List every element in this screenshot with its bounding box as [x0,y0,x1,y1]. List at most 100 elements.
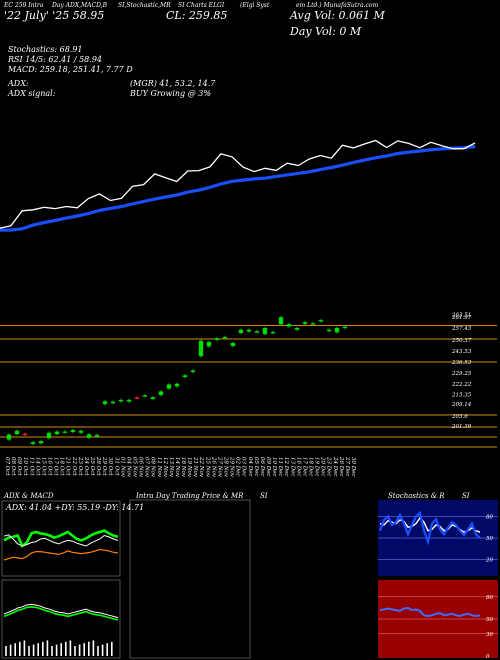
candle-body [262,328,268,335]
avg-volume: Avg Vol: 0.061 M [290,9,385,22]
adx-signal-label: ADX signal: [8,89,56,98]
date-label: 22 Nov [198,456,204,478]
date-label: 17 Oct [53,457,59,476]
date-label: 30 Oct [107,457,113,476]
date-label: 18 Dec [308,457,314,477]
stoch-tick-label: 20 [485,558,493,564]
date-label: 06 Nov [138,457,144,478]
candle-body [270,331,276,334]
price-tick-label: 203.6 [451,414,468,420]
close-label: CL: 259.85 [166,9,228,22]
candle-body [254,331,260,333]
candle-body [22,433,28,436]
date-label: 11 Dec [277,457,283,477]
date-label: 10 Oct [22,457,28,476]
date-label: 12 Nov [162,457,168,478]
candle-body [302,322,308,324]
rsi-tick-label: 0 [486,654,490,660]
header-segment-2: Day ADX,MACD,B [52,2,107,9]
candle-body [62,431,68,433]
date-label: 17 Dec [301,457,307,477]
candle-body [46,432,52,439]
date-label: 29 Nov [229,456,235,478]
candle-body [206,341,212,347]
date-label: 24 Oct [83,456,89,476]
date-label: 13 Dec [289,457,295,477]
candle-body [14,430,20,435]
date-label: 27 Nov [216,456,222,478]
price-tick-label: 250.37 [451,338,472,344]
date-label: 23 Dec [326,456,332,477]
candle-body [38,441,44,444]
candle-body [78,430,84,433]
price-tick-label: 243.53 [451,349,472,355]
candle-body [166,384,172,389]
stoch-k-line [378,510,481,546]
candle-body [182,375,188,378]
stoch-rsi-title-si: SI [462,492,470,500]
date-label: 30 Dec [350,457,356,477]
stochastics-readout: Stochastics: 68.91 [8,45,83,54]
date-label: 18 Nov [180,457,186,478]
price-tick-label: 222.22 [451,382,472,388]
candle-body [142,395,148,397]
date-label: 08 Oct [10,457,16,476]
price-tick-label: 209.14 [451,402,472,408]
date-label: 06 Dec [259,457,265,477]
price-tick-label: 263.51 [451,313,471,319]
rsi-tick-label: 80 [486,595,493,601]
buy-signal: BUY Growing @ 3% [130,89,211,98]
date-label: 14 Nov [174,457,180,478]
date-line: '22 July' '25 58.95 [4,9,105,22]
candle-body [70,429,76,432]
date-label: 04 Nov [125,457,131,478]
date-label: 05 Dec [253,457,259,477]
stoch-rsi-title: Stochastics & R [388,492,445,500]
price-tick-label: 257.43 [451,326,472,332]
price-tick-label: 236.53 [451,360,472,366]
price-line [0,139,476,229]
date-label: 14 Oct [34,457,40,476]
date-label: 11 Nov [156,457,162,478]
header-segment-1: EC 259 Intra [4,2,44,9]
date-label: 01 Nov [119,457,125,478]
candle-body [174,383,180,387]
candle-body [198,340,204,357]
rsi-tick-label: 30 [486,632,493,638]
date-label: 23 Oct [77,456,83,476]
candle-body [214,338,220,340]
rsi-readout: RSI 14/5: 62.41 / 58.94 [8,55,102,64]
candle-body [342,326,348,329]
candle-body [286,324,292,327]
price-tick-label: 229.25 [451,371,472,377]
day-volume: Day Vol: 0 M [290,25,362,38]
candle-body [110,401,116,404]
header-segment-6: em Ltd.) MunafaSutra.com [296,2,379,9]
candle-body [190,370,196,373]
stoch-tick-label: 50 [486,536,493,542]
date-label: 25 Nov [204,456,210,478]
stoch-tick-label: 80 [486,514,493,520]
intraday-title-si: SI [260,492,268,500]
date-label: 07 Oct [4,457,10,476]
date-label: 13 Nov [168,457,174,478]
candle-body [30,442,36,444]
candle-body [134,397,140,399]
candle-body [102,401,108,405]
adx-values: (MGR) 41, 53.2, 14.7 [130,79,216,88]
date-label: 16 Dec [295,457,301,477]
adx-label: ADX: [8,79,29,88]
date-label: 07 Nov [144,457,150,478]
date-label: 26 Dec [338,456,344,477]
header-segment-3: SI,Stochastic,MR [118,2,171,9]
date-label: 05 Nov [131,457,137,478]
candle-body [158,391,164,396]
date-label: 09 Dec [265,457,271,477]
date-label: 25 Oct [89,456,95,476]
candle-body [54,431,60,435]
intraday-title: Intra Day Trading Price & MR [136,492,244,500]
price-tick-label: 201.39 [451,424,472,430]
date-label: 09 Oct [16,457,22,476]
candle-body [278,317,284,325]
